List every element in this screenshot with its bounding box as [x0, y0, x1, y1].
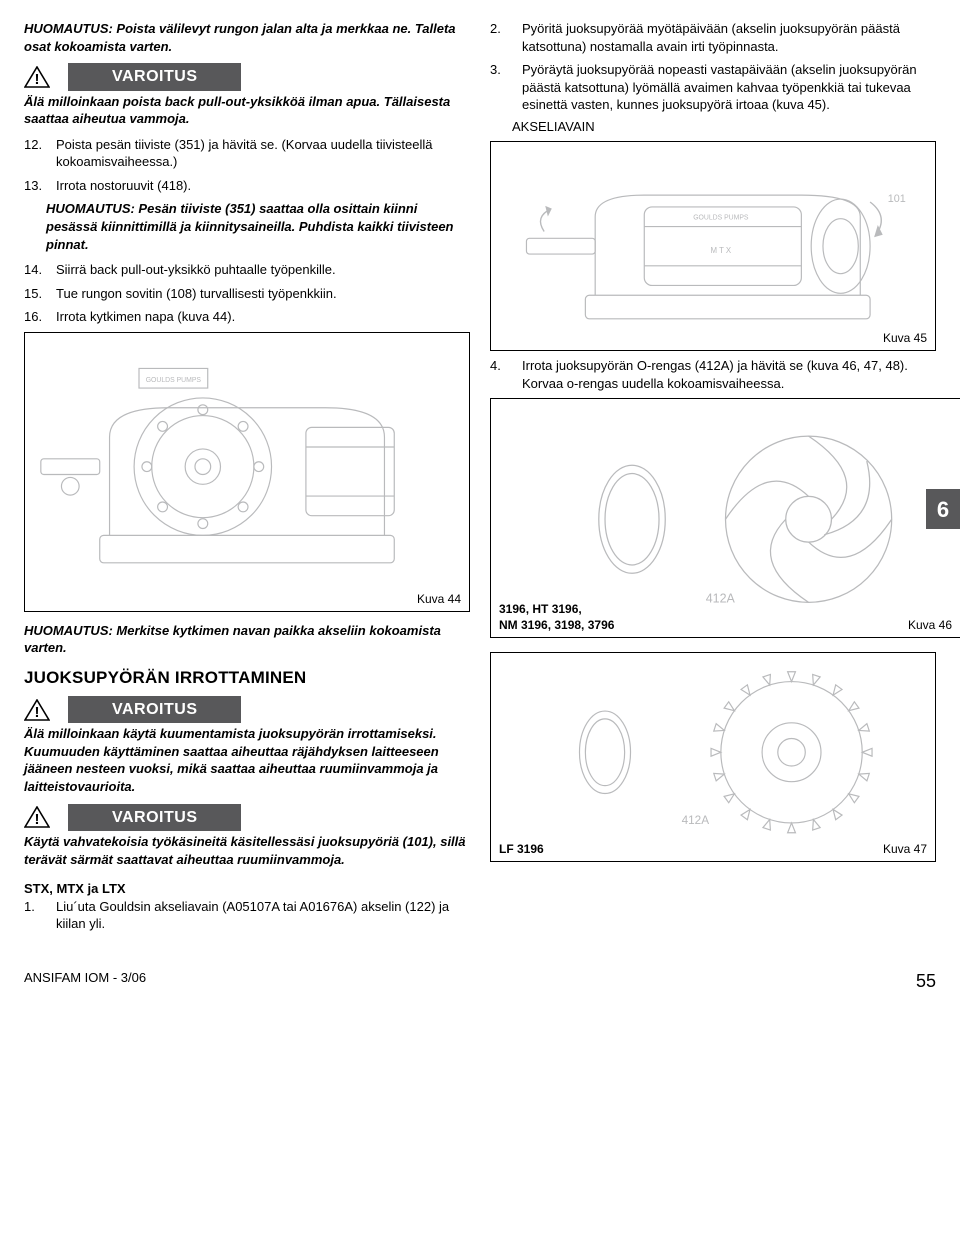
steps-list-left-2: 14.Siirrä back pull-out-yksikkö puhtaall…: [24, 261, 470, 326]
akseliavain-label: AKSELIAVAIN: [490, 118, 936, 136]
svg-text:M T X: M T X: [711, 246, 732, 255]
warning-text-1: Älä milloinkaan poista back pull-out-yks…: [24, 93, 470, 128]
note-top: HUOMAUTUS: Poista välilevyt rungon jalan…: [24, 20, 470, 55]
step-3: 3.Pyöräytä juoksupyörää nopeasti vastapä…: [490, 61, 936, 114]
note-mid: HUOMAUTUS: Pesän tiiviste (351) saattaa …: [24, 200, 470, 253]
section-heading: JUOKSUPYÖRÄN IRROTTAMINEN: [24, 667, 470, 690]
step-14: 14.Siirrä back pull-out-yksikkö puhtaall…: [24, 261, 470, 279]
right-column: 2.Pyöritä juoksupyörää myötäpäivään (aks…: [490, 20, 936, 939]
warning-label-2: VAROITUS: [68, 696, 241, 724]
warning-box-2: ! VAROITUS: [24, 696, 470, 724]
steps-list-left: 12.Poista pesän tiiviste (351) ja hävitä…: [24, 136, 470, 195]
steps-list-right-2: 4.Irrota juoksupyörän O-rengas (412A) ja…: [490, 357, 936, 392]
step-4: 4.Irrota juoksupyörän O-rengas (412A) ja…: [490, 357, 936, 392]
step-13: 13.Irrota nostoruuvit (418).: [24, 177, 470, 195]
svg-text:!: !: [35, 71, 40, 88]
step-16: 16.Irrota kytkimen napa (kuva 44).: [24, 308, 470, 326]
figure-46: 412A 3196, HT 3196, NM 3196, 3198, 3796 …: [490, 398, 960, 638]
step-15: 15.Tue rungon sovitin (108) turvallisest…: [24, 285, 470, 303]
warning-label-1: VAROITUS: [68, 63, 241, 91]
figure-47-label: Kuva 47: [883, 841, 927, 857]
left-column: HUOMAUTUS: Poista välilevyt rungon jalan…: [24, 20, 470, 939]
page-footer: ANSIFAM IOM - 3/06 55: [24, 969, 936, 993]
warning-text-3: Käytä vahvatekoisia työkäsineitä käsitel…: [24, 833, 470, 868]
figure-46-models: 3196, HT 3196, NM 3196, 3198, 3796: [499, 601, 614, 633]
stx-step-1: 1.Liu´uta Gouldsin akseliavain (A05107A …: [24, 898, 470, 933]
step-2: 2.Pyöritä juoksupyörää myötäpäivään (aks…: [490, 20, 936, 55]
figure-44-label: Kuva 44: [417, 591, 461, 607]
svg-text:GOULDS PUMPS: GOULDS PUMPS: [146, 377, 202, 384]
warning-box-3: ! VAROITUS: [24, 804, 470, 832]
figure-47-lf: LF 3196: [499, 841, 544, 857]
step-12: 12.Poista pesän tiiviste (351) ja hävitä…: [24, 136, 470, 171]
figure-46-label: Kuva 46: [908, 617, 952, 633]
warning-triangle-icon: !: [24, 66, 50, 88]
warning-triangle-icon: !: [24, 806, 50, 828]
note-hub: HUOMAUTUS: Merkitse kytkimen navan paikk…: [24, 622, 470, 657]
svg-text:101: 101: [888, 193, 906, 205]
steps-list-right: 2.Pyöritä juoksupyörää myötäpäivään (aks…: [490, 20, 936, 114]
figure-45-label: Kuva 45: [883, 330, 927, 346]
svg-text:!: !: [35, 704, 40, 721]
svg-text:GOULDS PUMPS: GOULDS PUMPS: [693, 215, 749, 222]
warning-text-2: Älä milloinkaan käytä kuumentamista juok…: [24, 725, 470, 795]
stx-heading: STX, MTX ja LTX: [24, 880, 470, 898]
svg-text:!: !: [35, 811, 40, 828]
figure-47: 412A: [490, 652, 936, 862]
chapter-badge: 6: [926, 489, 960, 529]
footer-left: ANSIFAM IOM - 3/06: [24, 969, 146, 993]
figure-45: 101 GOULDS PUMPS M T X Kuva 45: [490, 141, 936, 351]
warning-triangle-icon: !: [24, 699, 50, 721]
stx-list: 1.Liu´uta Gouldsin akseliavain (A05107A …: [24, 898, 470, 933]
warning-box-1: ! VAROITUS: [24, 63, 470, 91]
figure-44: GOULDS PUMPS Kuva 44: [24, 332, 470, 612]
warning-label-3: VAROITUS: [68, 804, 241, 832]
svg-text:412A: 412A: [682, 814, 710, 827]
footer-page: 55: [916, 969, 936, 993]
ref-412a: 412A: [706, 592, 736, 606]
